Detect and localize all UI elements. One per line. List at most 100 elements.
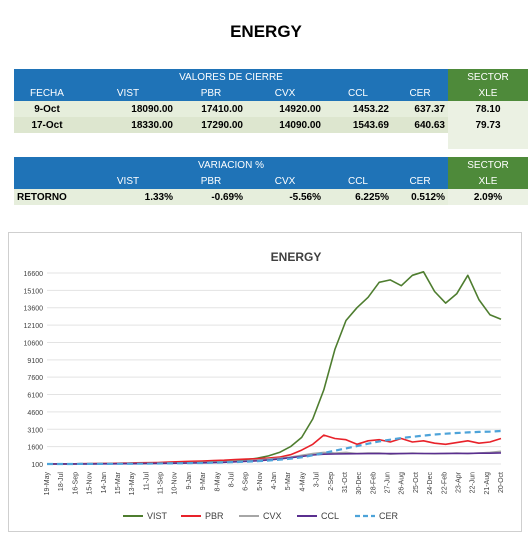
series-line-cer (47, 429, 502, 466)
chart-title: ENERGY (271, 250, 322, 264)
table-cell: 640.63 (392, 117, 448, 133)
col-header: CER (392, 85, 448, 101)
x-tick-label: 19-May (44, 472, 51, 496)
y-tick-label: 3100 (27, 427, 43, 434)
table-cell: 78.10 (448, 101, 528, 117)
table-row: 17-Oct 18330.00 17290.00 14090.00 1543.6… (14, 117, 528, 133)
col-header: PBR (176, 85, 246, 101)
sector-header: SECTOR (448, 157, 528, 173)
col-header: XLE (448, 85, 528, 101)
table-cell: -5.56% (246, 189, 324, 205)
table-cell: 9-Oct (14, 101, 80, 117)
table-cell: 1543.69 (324, 117, 392, 133)
table-cell: 0.512% (392, 189, 448, 205)
chart-svg: ENERGY 100160031004600610076009100106001… (24, 250, 505, 521)
x-tick-label: 5-Nov (257, 472, 264, 491)
col-header: CCL (324, 173, 392, 189)
table-cell: 79.73 (448, 117, 528, 133)
x-tick-label: 22-Feb (441, 472, 448, 494)
y-tick-label: 4600 (27, 410, 43, 417)
x-tick-label: 4-May (299, 472, 306, 492)
table-cell: RETORNO (14, 189, 80, 205)
x-tick-label: 5-Mar (285, 471, 292, 490)
col-header (14, 173, 80, 189)
table-cell: -0.69% (176, 189, 246, 205)
table-cell: 14090.00 (246, 117, 324, 133)
x-tick-label: 10-Nov (172, 472, 179, 495)
x-tick-label: 6-Sep (243, 472, 250, 491)
col-header: XLE (448, 173, 528, 189)
y-tick-label: 100 (31, 462, 43, 469)
x-tick-label: 24-Dec (427, 472, 434, 495)
table-cell: 17-Oct (14, 117, 80, 133)
col-header: VIST (80, 173, 176, 189)
x-tick-label: 9-Mar (200, 471, 207, 490)
x-tick-label: 27-Jun (385, 472, 392, 494)
legend-label: CER (379, 511, 399, 521)
table-cell: 18090.00 (80, 101, 176, 117)
chart-grid (47, 272, 501, 465)
x-tick-label: 4-Jan (271, 472, 278, 490)
legend-label: CCL (321, 511, 339, 521)
x-tick-label: 13-May (129, 472, 136, 496)
x-tick-label: 8-May (214, 472, 221, 492)
variation-header: VARIACION % (14, 157, 448, 173)
x-tick-label: 25-Oct (413, 472, 420, 493)
table-cell: 17410.00 (176, 101, 246, 117)
x-tick-label: 15-Mar (115, 471, 122, 494)
x-tick-label: 30-Dec (356, 472, 363, 495)
y-tick-labels: 100 1600 3100 4600 6100 7600 9100 10600 12100 136… (24, 271, 44, 469)
y-tick-label: 9100 (27, 358, 43, 365)
series-lines (46, 270, 502, 466)
y-tick-label: 13600 (24, 306, 44, 313)
x-tick-label: 2-Sep (328, 472, 335, 491)
col-header: PBR (176, 173, 246, 189)
page-title: ENERGY (230, 22, 302, 41)
x-tick-label: 3-Jul (314, 472, 321, 488)
table-cell: 1.33% (80, 189, 176, 205)
closing-values-header: VALORES DE CIERRE (14, 69, 448, 85)
chart-legend: VIST PBR CVX CCL CER (123, 511, 399, 521)
table-cell: 6.225% (324, 189, 392, 205)
table-cell: 14920.00 (246, 101, 324, 117)
x-tick-label: 23-Apr (455, 471, 462, 493)
table-cell: 1453.22 (324, 101, 392, 117)
x-tick-label: 31-Oct (342, 472, 349, 493)
x-tick-label: 14-Jan (101, 472, 108, 494)
col-header: CVX (246, 173, 324, 189)
legend-label: PBR (205, 511, 224, 521)
x-tick-label: 9-Jan (186, 472, 193, 490)
energy-chart: ENERGY 100 1600 3100 4600 6100 7600 9100 10600 1… (8, 232, 522, 532)
col-header: FECHA (14, 85, 80, 101)
x-tick-label: 20-Oct (498, 472, 505, 493)
table-cell: 18330.00 (80, 117, 176, 133)
x-tick-label: 18-Jul (58, 472, 65, 492)
col-header: VIST (80, 85, 176, 101)
x-tick-label: 16-Sep (72, 472, 79, 495)
table-cell: 17290.00 (176, 117, 246, 133)
col-header: CER (392, 173, 448, 189)
table-cell: 2.09% (448, 189, 528, 205)
legend-label: CVX (263, 511, 282, 521)
x-tick-label: 26-Aug (399, 472, 406, 495)
col-header: CCL (324, 85, 392, 101)
x-tick-labels: 19-May 18-Jul 16-Sep 15-Nov 14-Jan 15-Mar 13-M… (44, 471, 505, 495)
x-tick-label: 15-Nov (87, 472, 94, 495)
y-tick-label: 12100 (24, 323, 44, 330)
legend-label: VIST (147, 511, 168, 521)
col-header: CVX (246, 85, 324, 101)
x-tick-label: 21-Aug (484, 472, 491, 495)
sector-header: SECTOR (448, 69, 528, 85)
y-tick-label: 6100 (27, 393, 43, 400)
x-tick-label: 28-Feb (370, 472, 377, 494)
y-tick-label: 16600 (24, 271, 44, 278)
x-tick-label: 11-Jul (143, 472, 150, 491)
y-tick-label: 1600 (27, 445, 43, 452)
table-row: 9-Oct 18090.00 17410.00 14920.00 1453.22… (14, 101, 528, 117)
x-tick-label: 8-Jul (228, 472, 235, 488)
x-tick-label: 11-Sep (158, 472, 165, 494)
table-cell: 637.37 (392, 101, 448, 117)
closing-values-table: VALORES DE CIERRE SECTOR FECHA VIST PBR … (14, 69, 528, 149)
x-tick-label: 22-Jun (470, 472, 477, 494)
y-tick-label: 15100 (24, 288, 44, 295)
